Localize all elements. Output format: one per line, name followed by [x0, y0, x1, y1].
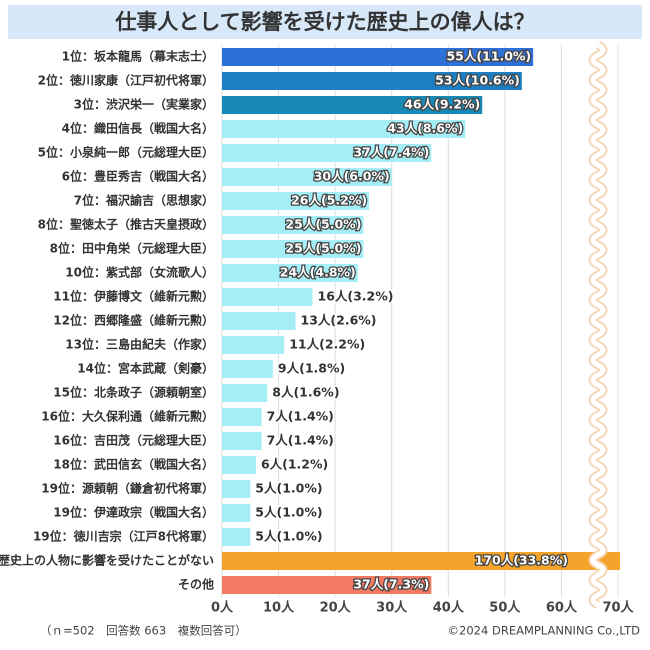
y-tick-label: 15位：北条政子（源頼朝室） [53, 385, 214, 400]
title-band [8, 5, 642, 39]
value-label: 30人(6.0%) [314, 169, 390, 184]
bar [222, 216, 364, 234]
bar [222, 504, 251, 522]
value-label: 16人(3.2%) [318, 289, 394, 304]
value-label: 53人(10.6%) [435, 73, 520, 88]
y-tick-label: 8位：田中角栄（元総理大臣） [50, 241, 214, 256]
bar [222, 168, 392, 186]
axis-break [590, 42, 606, 608]
value-label: 26人(5.2%) [291, 193, 367, 208]
y-tick-label: 11位：伊藤博文（維新元勲） [53, 289, 214, 304]
x-tick-label: 30人 [376, 600, 408, 616]
value-label: 25人(5.0%) [285, 241, 361, 256]
value-label: 6人(1.2%) [261, 457, 328, 472]
x-tick-label: 50人 [489, 600, 521, 616]
value-label: 43人(8.6%) [387, 121, 463, 136]
bar [222, 480, 251, 498]
value-label: 8人(1.6%) [272, 385, 339, 400]
value-label: 5人(1.0%) [255, 481, 322, 496]
x-tick-label: 20人 [320, 600, 352, 616]
value-label: 25人(5.0%) [285, 217, 361, 232]
bar [222, 96, 483, 114]
y-tick-label: 3位：渋沢栄一（実業家） [74, 97, 214, 112]
bar [222, 192, 370, 210]
y-tick-label: 2位：徳川家康（江戸初代将軍） [38, 73, 214, 88]
x-tick-label: 0人 [211, 600, 234, 616]
value-label: 7人(1.4%) [267, 409, 334, 424]
value-label: 5人(1.0%) [255, 505, 322, 520]
y-tick-label: 歴史上の人物に影響を受けたことがない [0, 553, 214, 568]
note: （ｎ=502 回答数 663 複数回答可） [40, 624, 247, 638]
value-label: 9人(1.8%) [278, 361, 345, 376]
bar [222, 240, 364, 258]
value-label: 5人(1.0%) [255, 529, 322, 544]
value-label: 7人(1.4%) [267, 433, 334, 448]
y-tick-label: 13位：三島由紀夫（作家） [65, 337, 214, 352]
x-tick-label: 70人 [602, 600, 634, 616]
y-tick-label: 14位：宮本武蔵（剣豪） [77, 361, 214, 376]
bar [222, 336, 285, 354]
bar [222, 576, 432, 594]
bar [222, 432, 262, 450]
bar [222, 360, 273, 378]
y-tick-label: その他 [178, 577, 214, 592]
y-tick-label: 8位：聖徳太子（推古天皇摂政） [38, 217, 214, 232]
bar [222, 384, 268, 402]
y-tick-label: 10位：紫式部（女流歌人） [65, 265, 214, 280]
y-tick-label: 19位：伊達政宗（戦国大名） [53, 505, 214, 520]
bar [222, 48, 534, 66]
y-tick-label: 19位：源頼朝（鎌倉初代将軍） [41, 481, 214, 496]
y-tick-label: 16位：大久保利通（維新元勲） [41, 409, 214, 424]
x-tick-label: 40人 [433, 600, 465, 616]
bar [222, 528, 251, 546]
value-label: 37人(7.4%) [353, 145, 429, 160]
bar [222, 456, 256, 474]
bar [222, 264, 358, 282]
value-label: 13人(2.6%) [301, 313, 377, 328]
bar [222, 120, 466, 138]
y-tick-label: 16位：吉田茂（元総理大臣） [53, 433, 214, 448]
y-tick-label: 18位：武田信玄（戦国大名） [53, 457, 214, 472]
bar [222, 312, 296, 330]
x-tick-label: 60人 [546, 600, 578, 616]
chart-title: 仕事人として影響を受けた歴史上の偉人は？ [114, 10, 534, 34]
bar [222, 72, 522, 90]
y-tick-label: 5位：小泉純一郎（元総理大臣） [38, 145, 214, 160]
value-label: 46人(9.2%) [404, 97, 480, 112]
y-tick-label: 19位：徳川吉宗（江戸8代将軍） [33, 529, 214, 544]
value-label: 170人(33.8%) [475, 553, 568, 568]
y-tick-label: 6位：豊臣秀吉（戦国大名） [62, 169, 214, 184]
y-tick-label: 1位：坂本龍馬（幕末志士） [62, 49, 214, 64]
credit: ©2024 DREAMPLANNING Co.,LTD [448, 624, 641, 638]
value-label: 37人(7.3%) [353, 577, 429, 592]
bar [222, 552, 620, 570]
value-label: 24人(4.8%) [280, 265, 356, 280]
bar [222, 144, 432, 162]
value-label: 55人(11.0%) [446, 49, 531, 64]
y-tick-label: 7位：福沢諭吉（思想家） [74, 193, 214, 208]
y-tick-label: 12位：西郷隆盛（維新元勲） [53, 313, 214, 328]
bar [222, 408, 262, 426]
bar [222, 288, 313, 306]
value-label: 11人(2.2%) [289, 337, 365, 352]
y-tick-label: 4位：織田信長（戦国大名） [62, 121, 214, 136]
x-tick-label: 10人 [263, 600, 295, 616]
